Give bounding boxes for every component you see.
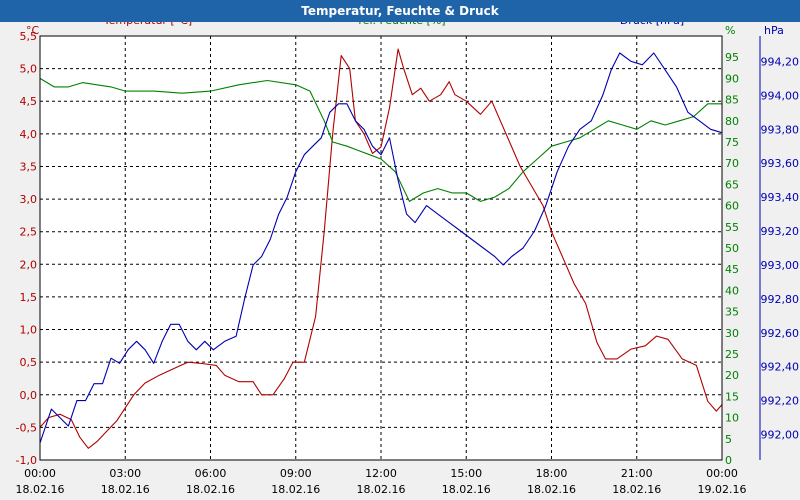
- temperature-axis-label: Temperatur [°C]: [103, 22, 192, 27]
- x-tick-label-time: 06:00: [195, 467, 227, 480]
- y-tick-label-humidity: 45: [725, 263, 739, 276]
- y-tick-label-humidity: 20: [725, 369, 739, 382]
- y-tick-label-humidity: 95: [725, 51, 739, 64]
- y-tick-label-temperature: 5,0: [20, 63, 38, 76]
- y-tick-label-temperature: 4,0: [20, 128, 38, 141]
- y-tick-label-pressure: 992,60: [761, 327, 800, 340]
- y-tick-label-temperature: 0,0: [20, 389, 38, 402]
- y-tick-label-humidity: 30: [725, 327, 739, 340]
- y-tick-label-temperature: 4,5: [20, 95, 38, 108]
- y-tick-label-temperature: 5,5: [20, 30, 38, 43]
- x-tick-label-date: 18.02.16: [271, 483, 320, 496]
- y-tick-label-humidity: 50: [725, 242, 739, 255]
- x-tick-label-date: 18.02.16: [186, 483, 235, 496]
- x-tick-label-date: 18.02.16: [357, 483, 406, 496]
- x-tick-label-date: 18.02.16: [442, 483, 491, 496]
- y-tick-label-humidity: 0: [725, 454, 732, 467]
- pressure-unit: hPa: [764, 24, 784, 37]
- y-tick-label-pressure: 992,20: [761, 395, 800, 408]
- y-tick-label-temperature: -1,0: [16, 454, 37, 467]
- y-tick-label-pressure: 993,20: [761, 225, 800, 238]
- y-tick-label-pressure: 994,20: [761, 55, 800, 68]
- y-tick-label-temperature: 1,5: [20, 291, 38, 304]
- y-tick-label-humidity: 65: [725, 178, 739, 191]
- x-tick-label-time: 03:00: [109, 467, 141, 480]
- y-tick-label-humidity: 90: [725, 72, 739, 85]
- y-tick-label-pressure: 993,80: [761, 123, 800, 136]
- y-tick-label-pressure: 992,00: [761, 429, 800, 442]
- x-tick-label-time: 00:00: [24, 467, 56, 480]
- x-tick-label-time: 12:00: [365, 467, 397, 480]
- x-tick-label-time: 09:00: [280, 467, 312, 480]
- y-tick-label-pressure: 993,00: [761, 259, 800, 272]
- y-tick-label-humidity: 5: [725, 433, 732, 446]
- x-tick-label-time: 15:00: [450, 467, 482, 480]
- x-tick-label-date: 18.02.16: [101, 483, 150, 496]
- x-tick-label-date: 18.02.16: [612, 483, 661, 496]
- x-tick-label-time: 21:00: [621, 467, 653, 480]
- y-tick-label-pressure: 993,40: [761, 191, 800, 204]
- y-tick-label-pressure: 992,40: [761, 361, 800, 374]
- y-tick-label-humidity: 15: [725, 390, 739, 403]
- y-tick-label-humidity: 60: [725, 200, 739, 213]
- y-tick-label-temperature: 0,5: [20, 356, 38, 369]
- y-tick-label-humidity: 85: [725, 94, 739, 107]
- y-tick-label-humidity: 25: [725, 348, 739, 361]
- y-tick-label-temperature: 2,5: [20, 226, 38, 239]
- y-tick-label-temperature: -0,5: [16, 421, 37, 434]
- y-tick-label-humidity: 40: [725, 284, 739, 297]
- series-line-humidity: [39, 77, 722, 202]
- series-line-pressure: [39, 52, 723, 444]
- x-tick-label-date: 19.02.16: [698, 483, 747, 496]
- y-tick-label-pressure: 993,60: [761, 157, 800, 170]
- window-title: Temperatur, Feuchte & Druck: [0, 0, 800, 22]
- y-tick-label-temperature: 2,0: [20, 258, 38, 271]
- humidity-unit: %: [725, 24, 735, 37]
- temperature-unit: °C: [26, 24, 40, 37]
- y-tick-label-humidity: 80: [725, 115, 739, 128]
- y-tick-label-humidity: 55: [725, 221, 739, 234]
- x-tick-label-date: 18.02.16: [16, 483, 65, 496]
- y-tick-label-humidity: 10: [725, 412, 739, 425]
- y-tick-label-humidity: 35: [725, 306, 739, 319]
- x-tick-label-time: 00:00: [706, 467, 738, 480]
- x-tick-label-time: 18:00: [536, 467, 568, 480]
- y-tick-label-humidity: 70: [725, 157, 739, 170]
- y-tick-label-pressure: 992,80: [761, 293, 800, 306]
- y-tick-label-temperature: 3,5: [20, 160, 38, 173]
- y-tick-label-temperature: 1,0: [20, 324, 38, 337]
- y-tick-label-temperature: 3,0: [20, 193, 38, 206]
- y-tick-label-pressure: 994,00: [761, 89, 800, 102]
- x-tick-label-date: 18.02.16: [527, 483, 576, 496]
- humidity-axis-label: rel. Feuchte [%]: [358, 22, 445, 27]
- pressure-axis-label: Druck [hPa]: [620, 22, 684, 27]
- y-tick-label-humidity: 75: [725, 136, 739, 149]
- plot-frame: [39, 35, 723, 461]
- chart: 00:00 18.02.16 03:00 18.02.16 06:00 18.02.16 0…: [16, 22, 800, 496]
